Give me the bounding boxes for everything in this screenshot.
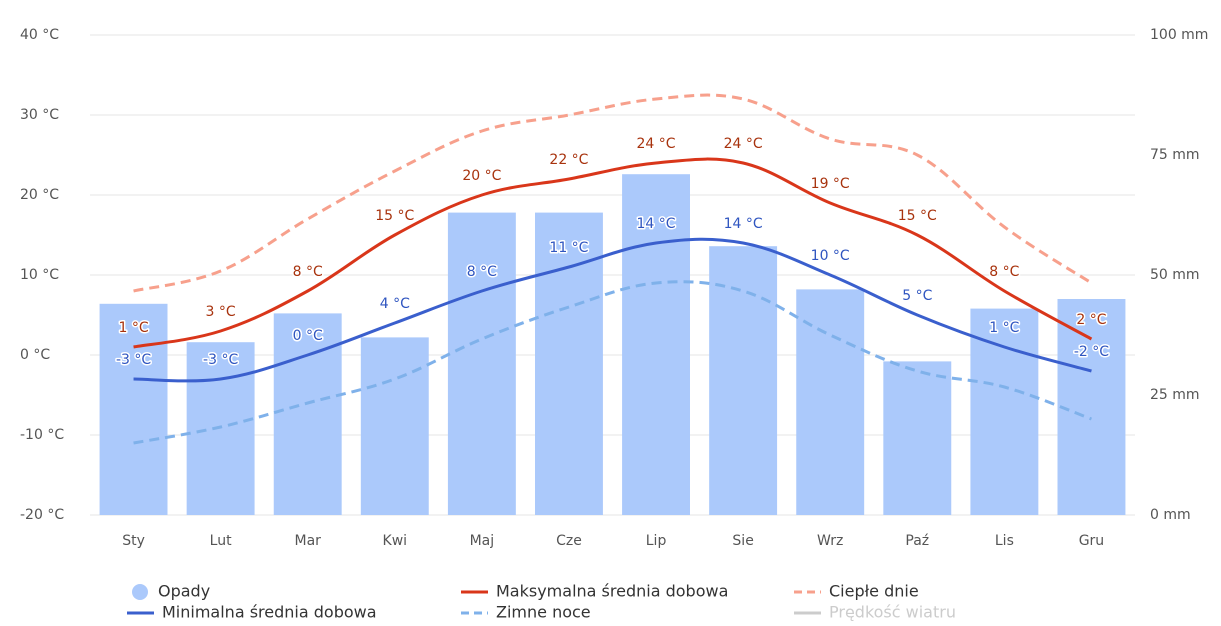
x-tick-label: Paź — [905, 533, 929, 549]
x-tick-label: Wrz — [817, 533, 843, 549]
x-tick-label: Lis — [995, 533, 1014, 549]
legend-item: Opady — [132, 582, 210, 601]
x-tick-label: Sty — [122, 533, 145, 549]
legend-label: Opady — [158, 582, 210, 601]
y2-tick-label: 75 mm — [1150, 147, 1200, 163]
legend-item: Zimne noce — [461, 603, 591, 622]
data-label: 20 °C — [462, 168, 501, 184]
data-label: 10 °C — [811, 248, 850, 264]
data-label: -3 °C — [203, 352, 238, 368]
data-label: 8 °C — [467, 264, 497, 280]
legend-label: Minimalna średnia dobowa — [162, 603, 377, 622]
data-label: 14 °C — [724, 216, 763, 232]
data-label: 1 °C — [118, 320, 148, 336]
bar — [534, 212, 603, 515]
y2-tick-label: 0 mm — [1150, 507, 1191, 523]
legend-item: Prędkość wiatru — [794, 603, 956, 622]
data-label: 15 °C — [898, 208, 937, 224]
y-tick-label: 0 °C — [20, 347, 50, 363]
data-label: 0 °C — [293, 328, 323, 344]
x-tick-label: Lut — [210, 533, 232, 549]
data-label: 3 °C — [206, 304, 236, 320]
bar — [186, 342, 255, 515]
y2-tick-label: 25 mm — [1150, 387, 1200, 403]
y-tick-label: 30 °C — [20, 107, 59, 123]
legend-symbol — [132, 584, 148, 600]
x-tick-label: Lip — [646, 533, 667, 549]
legend-item: Maksymalna średnia dobowa — [461, 582, 728, 601]
x-tick-label: Gru — [1079, 533, 1104, 549]
data-label: 15 °C — [375, 208, 414, 224]
line — [133, 157, 1093, 349]
y-tick-label: 40 °C — [20, 27, 59, 43]
dashed-line — [133, 280, 1092, 445]
bar — [360, 337, 429, 515]
data-label: 8 °C — [293, 264, 323, 280]
bar — [970, 308, 1039, 515]
data-label: -3 °C — [116, 352, 151, 368]
y2-tick-label: 50 mm — [1150, 267, 1200, 283]
data-label: 1 °C — [989, 320, 1019, 336]
line — [133, 237, 1092, 383]
legend-item: Minimalna średnia dobowa — [127, 603, 377, 622]
y2-tick-label: 100 mm — [1150, 27, 1208, 43]
x-tick-label: Cze — [556, 533, 582, 549]
y-tick-label: 10 °C — [20, 267, 59, 283]
y-tick-label: -20 °C — [20, 507, 64, 523]
legend-label: Zimne noce — [496, 603, 591, 622]
data-label: 14 °C — [637, 216, 676, 232]
x-tick-label: Mar — [294, 533, 321, 549]
dashed-line — [133, 93, 1093, 293]
data-label: 4 °C — [380, 296, 410, 312]
y-tick-label: -10 °C — [20, 427, 64, 443]
x-tick-label: Sie — [732, 533, 753, 549]
data-label: 5 °C — [902, 288, 932, 304]
data-label: 24 °C — [724, 136, 763, 152]
bar — [622, 174, 691, 515]
data-label: 11 °C — [549, 240, 588, 256]
bar — [1057, 299, 1126, 515]
bar — [447, 212, 516, 515]
bar — [99, 303, 168, 515]
bar — [709, 246, 778, 515]
x-tick-label: Kwi — [383, 533, 408, 549]
legend-label: Maksymalna średnia dobowa — [496, 582, 728, 601]
data-label: 19 °C — [811, 176, 850, 192]
data-label: 24 °C — [637, 136, 676, 152]
legend-label: Prędkość wiatru — [829, 603, 956, 622]
bar — [796, 289, 865, 515]
data-label: 8 °C — [989, 264, 1019, 280]
data-label: 2 °C — [1076, 312, 1106, 328]
data-label: 22 °C — [549, 152, 588, 168]
bar — [883, 361, 952, 515]
y-tick-label: 20 °C — [20, 187, 59, 203]
legend-label: Ciepłe dnie — [829, 582, 919, 601]
legend-item: Ciepłe dnie — [794, 582, 919, 601]
x-tick-label: Maj — [470, 533, 495, 549]
data-label: -2 °C — [1074, 344, 1109, 360]
